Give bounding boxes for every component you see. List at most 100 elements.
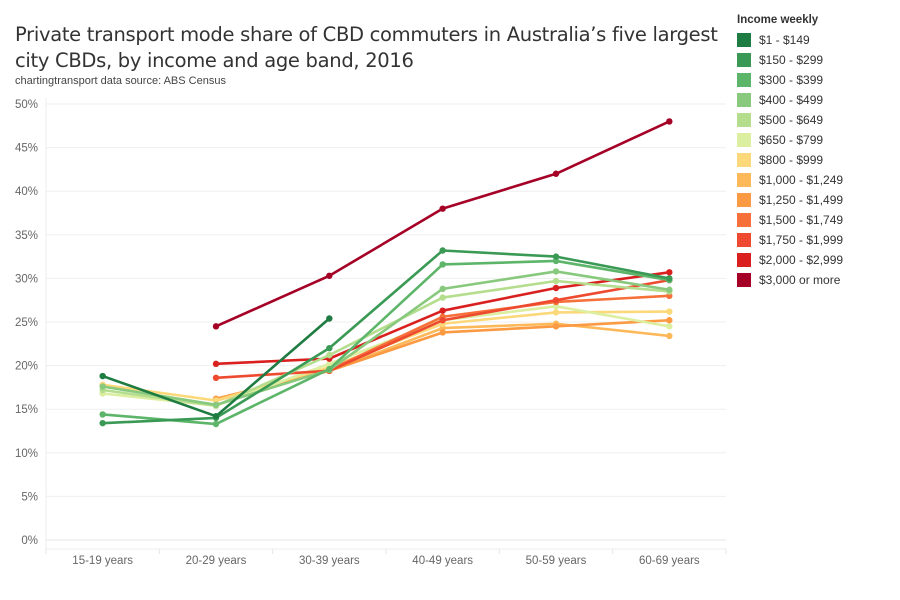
data-point <box>666 286 673 293</box>
data-point <box>666 323 673 330</box>
chart-subtitle: chartingtransport data source: ABS Censu… <box>15 75 226 87</box>
legend-item[interactable]: $1,750 - $1,999 <box>737 230 897 250</box>
legend-item[interactable]: $300 - $399 <box>737 70 897 90</box>
y-tick-label: 15% <box>15 404 38 416</box>
y-tick-label: 40% <box>15 186 38 198</box>
legend-label: $300 - $399 <box>759 73 824 87</box>
y-tick-label: 20% <box>15 361 38 373</box>
legend-swatch <box>737 133 751 147</box>
series-line <box>101 249 671 425</box>
y-tick-label: 5% <box>21 491 38 503</box>
legend-item[interactable]: $1,000 - $1,249 <box>737 170 897 190</box>
data-point <box>212 323 220 330</box>
legend-swatch <box>737 153 751 167</box>
legend-item[interactable]: $500 - $649 <box>737 110 897 130</box>
data-point <box>439 294 446 301</box>
legend-label: $1,750 - $1,999 <box>759 233 844 247</box>
legend-item[interactable]: $1,500 - $1,749 <box>737 210 897 230</box>
legend-swatch <box>737 213 751 227</box>
legend-label: $3,000 or more <box>759 273 841 287</box>
legend-swatch <box>737 93 751 107</box>
legend-swatch <box>737 53 751 67</box>
data-point <box>439 261 446 268</box>
legend-item[interactable]: $400 - $499 <box>737 90 897 110</box>
legend-swatch <box>737 193 751 207</box>
data-point <box>439 307 446 314</box>
legend-item[interactable]: $3,000 or more <box>737 270 897 290</box>
data-point <box>552 284 560 292</box>
x-tick-label: 50-59 years <box>526 555 587 567</box>
data-point <box>552 297 560 304</box>
data-point <box>439 317 446 324</box>
y-tick-label: 35% <box>15 230 38 242</box>
legend-swatch <box>737 273 751 287</box>
x-tick-label: 30-39 years <box>299 555 360 567</box>
data-point <box>212 360 220 368</box>
legend-label: $650 - $799 <box>759 133 824 147</box>
data-point <box>99 383 106 390</box>
data-point <box>666 308 673 315</box>
data-point <box>552 323 560 330</box>
data-point <box>99 419 106 427</box>
data-point <box>666 269 673 276</box>
data-point <box>666 317 673 324</box>
x-tick-label: 40-49 years <box>412 555 473 567</box>
legend-item[interactable]: $650 - $799 <box>737 130 897 150</box>
legend-swatch <box>737 33 751 47</box>
legend-label: $1,500 - $1,749 <box>759 213 844 227</box>
legend-label: $500 - $649 <box>759 113 824 127</box>
legend-swatch <box>737 73 751 87</box>
data-point <box>212 374 220 382</box>
data-point <box>552 277 560 285</box>
legend-item[interactable]: $1 - $149 <box>737 30 897 50</box>
legend-label: $2,000 - $2,999 <box>759 253 844 267</box>
legend-swatch <box>737 173 751 187</box>
data-point <box>326 365 333 373</box>
data-point <box>326 315 333 322</box>
data-point <box>552 309 560 316</box>
series-line <box>101 270 671 407</box>
y-tick-label: 25% <box>15 317 38 329</box>
data-point <box>99 372 106 380</box>
legend-title: Income weekly <box>737 14 819 26</box>
data-point <box>666 118 673 125</box>
data-point <box>326 344 333 352</box>
legend-item[interactable]: $2,000 - $2,999 <box>737 250 897 270</box>
data-point <box>552 268 560 275</box>
x-tick-label: 15-19 years <box>72 555 133 567</box>
legend-item[interactable]: $800 - $999 <box>737 150 897 170</box>
series-line <box>101 259 671 426</box>
legend-item[interactable]: $150 - $299 <box>737 50 897 70</box>
legend-label: $150 - $299 <box>759 53 824 67</box>
data-point <box>666 275 673 282</box>
chart-title: Private transport mode share of CBD comm… <box>15 23 718 72</box>
data-point <box>439 285 446 293</box>
y-tick-label: 45% <box>15 143 38 155</box>
data-point <box>212 401 220 409</box>
data-point <box>552 253 560 260</box>
legend: Income weekly $1 - $149 $150 - $299 $300 -… <box>737 14 897 290</box>
legend-swatch <box>737 233 751 247</box>
legend-swatch <box>737 253 751 267</box>
data-point <box>326 351 333 359</box>
y-tick-label: 30% <box>15 273 38 285</box>
legend-label: $1,250 - $1,499 <box>759 193 844 207</box>
legend-items: $1 - $149 $150 - $299 $300 - $399 $400 - $4… <box>737 30 897 290</box>
data-point <box>212 412 220 420</box>
data-point <box>439 205 446 212</box>
data-point <box>439 329 446 336</box>
y-tick-label: 0% <box>21 535 38 547</box>
y-tick-label: 10% <box>15 448 38 460</box>
x-tick-label: 20-29 years <box>186 555 247 567</box>
legend-label: $1 - $149 <box>759 33 810 47</box>
data-point <box>212 420 220 428</box>
legend-item[interactable]: $1,250 - $1,499 <box>737 190 897 210</box>
data-point <box>439 247 446 254</box>
data-point <box>326 360 333 368</box>
legend-label: $1,000 - $1,249 <box>759 173 844 187</box>
data-point <box>552 170 560 177</box>
data-point <box>326 272 333 279</box>
data-point <box>666 332 673 340</box>
legend-swatch <box>737 113 751 127</box>
